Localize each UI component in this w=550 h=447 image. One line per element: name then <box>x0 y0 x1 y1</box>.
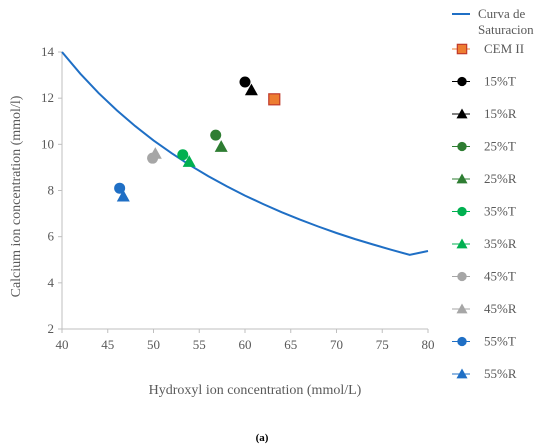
y-tick-label: 12 <box>41 90 54 105</box>
legend-label: 55%R <box>484 366 517 381</box>
data-points <box>114 76 281 202</box>
data-point <box>177 149 189 161</box>
x-tick-label: 70 <box>330 337 343 352</box>
data-point <box>114 182 126 194</box>
legend-label: 45%R <box>484 301 517 316</box>
curve-layer <box>61 51 429 256</box>
x-tick-label: 75 <box>376 337 389 352</box>
data-point <box>214 140 228 152</box>
legend-swatch <box>456 108 468 119</box>
legend-swatch <box>456 43 468 55</box>
legend-label: 25%R <box>484 171 517 186</box>
legend-swatch <box>456 303 468 314</box>
legend-swatch <box>456 238 468 249</box>
y-tick-label: 2 <box>48 321 55 336</box>
y-axis-title: Calcium ion concentration (mmol/l) <box>9 95 24 297</box>
legend-swatch <box>457 206 467 217</box>
x-tick-label: 55 <box>193 337 206 352</box>
legend-label: 55%T <box>484 334 516 349</box>
data-point <box>244 83 258 96</box>
saturation-curve <box>61 51 429 256</box>
data-point <box>210 129 222 141</box>
legend-swatch <box>457 271 467 282</box>
legend-swatch <box>457 76 467 87</box>
data-point <box>148 147 162 159</box>
x-tick-label: 65 <box>284 337 297 352</box>
figure-caption: (a) <box>256 432 269 444</box>
y-tick-label: 8 <box>48 183 55 198</box>
x-tick-label: 60 <box>239 337 252 352</box>
y-tick-label: 4 <box>48 275 55 290</box>
legend-label: 35%T <box>484 204 516 219</box>
y-tick-label: 14 <box>41 44 55 59</box>
data-point <box>182 155 196 167</box>
x-axis-title: Hydroxyl ion concentration (mmol/L) <box>149 383 362 398</box>
legend-label: CEM II <box>484 41 524 56</box>
legend-swatch <box>457 336 467 347</box>
x-tick-label: 45 <box>101 337 114 352</box>
data-point <box>239 76 251 88</box>
legend-label: Saturacion <box>478 22 534 37</box>
x-tick-label: 50 <box>147 337 160 352</box>
data-point <box>268 93 281 106</box>
x-tick-label: 40 <box>56 337 69 352</box>
legend-label: Curva de <box>478 6 526 21</box>
legend-label: 15%T <box>484 74 516 89</box>
legend-label: 25%T <box>484 139 516 154</box>
data-point <box>116 189 130 202</box>
legend-swatch <box>457 141 467 152</box>
x-tick-label: 80 <box>422 337 435 352</box>
legend-label: 15%R <box>484 106 517 121</box>
y-tick-label: 10 <box>41 136 54 151</box>
legend-swatch <box>456 173 468 184</box>
y-tick-label: 6 <box>48 229 55 244</box>
axes: 40 45 50 55 60 65 70 75 80 2 4 6 8 10 12 14 <box>41 44 435 352</box>
legend-label: 35%R <box>484 236 517 251</box>
legend-label: 45%T <box>484 269 516 284</box>
legend-swatch <box>456 368 468 379</box>
